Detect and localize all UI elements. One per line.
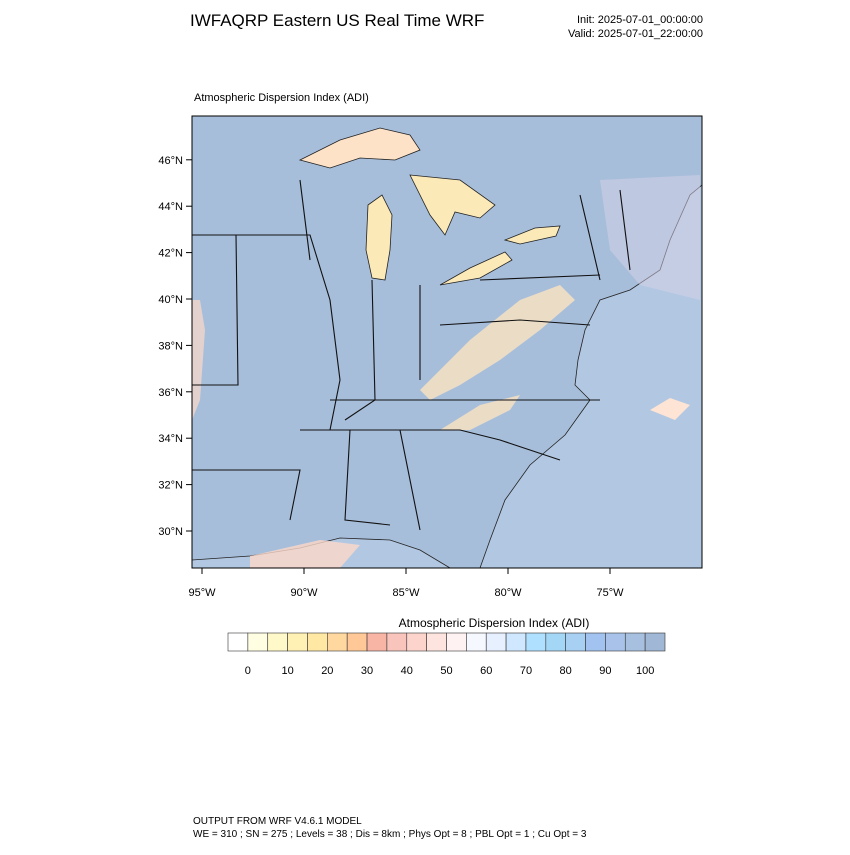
colorbar-box (605, 632, 626, 652)
colorbar-label: 20 (321, 665, 333, 677)
lon-label: 80°W (494, 587, 522, 599)
lat-label: 42°N (158, 248, 183, 260)
lon-label: 75°W (596, 587, 624, 599)
colorbar-label: 100 (636, 665, 654, 677)
lat-label: 44°N (158, 201, 183, 213)
lat-label: 32°N (158, 480, 183, 492)
colorbar-label: 60 (480, 665, 492, 677)
colorbar-box (545, 632, 566, 652)
colorbar-box (505, 632, 527, 652)
colorbar-label: 90 (599, 665, 611, 677)
lat-label: 38°N (158, 340, 183, 352)
colorbar-label: 70 (520, 665, 532, 677)
colorbar-box (247, 632, 269, 652)
colorbar-box (366, 632, 388, 652)
colorbar-box (485, 632, 507, 652)
map-title: Atmospheric Dispersion Index (ADI) (194, 92, 369, 104)
colorbar-box (307, 632, 328, 652)
valid-time: Valid: 2025-07-01_22:00:00 (568, 28, 703, 40)
colorbar-label: 80 (560, 665, 572, 677)
lon-label: 85°W (392, 587, 420, 599)
colorbar-label: 10 (281, 665, 293, 677)
map-frame (191, 115, 703, 569)
colorbar-box (446, 632, 467, 652)
colorbar-box (327, 632, 348, 652)
colorbar-box (525, 632, 547, 652)
lat-label: 34°N (158, 433, 183, 445)
colorbar-box (406, 632, 427, 652)
colorbar-box (426, 632, 447, 652)
colorbar-box (565, 632, 586, 652)
colorbar-box (287, 632, 308, 652)
colorbar-box (346, 632, 368, 652)
colorbar-label: 50 (440, 665, 452, 677)
colorbar-box (227, 632, 249, 652)
lat-label: 36°N (158, 387, 183, 399)
colorbar-label: 40 (401, 665, 413, 677)
title: IWFAQRP Eastern US Real Time WRF (190, 11, 484, 30)
lon-label: 95°W (188, 587, 216, 599)
colorbar-label: 0 (245, 665, 251, 677)
colorbar-box (585, 632, 606, 652)
footer-line: OUTPUT FROM WRF V4.6.1 MODEL (193, 816, 362, 827)
lat-label: 40°N (158, 294, 183, 306)
colorbar-box (267, 632, 288, 652)
init-time: Init: 2025-07-01_00:00:00 (577, 14, 703, 26)
footer-line: WE = 310 ; SN = 275 ; Levels = 38 ; Dis … (193, 829, 587, 840)
colorbar-box (624, 632, 646, 652)
colorbar-box (466, 632, 487, 652)
colorbar-box (644, 632, 666, 652)
colorbar-label: 30 (361, 665, 373, 677)
map (192, 116, 702, 568)
colorbar-box (386, 632, 408, 652)
lon-label: 90°W (290, 587, 318, 599)
lat-label: 46°N (158, 155, 183, 167)
colorbar-title: Atmospheric Dispersion Index (ADI) (399, 616, 590, 630)
lat-label: 30°N (158, 526, 183, 538)
